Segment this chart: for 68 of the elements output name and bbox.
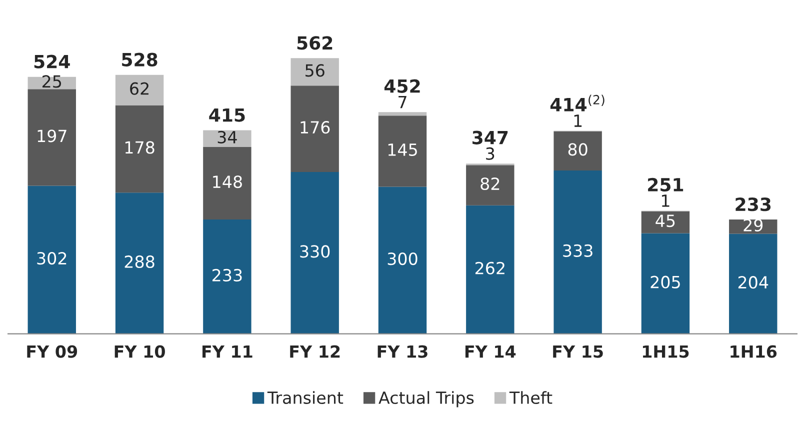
bar bbox=[290, 172, 339, 334]
data-label: 233 bbox=[212, 268, 242, 282]
data-label: 330 bbox=[300, 245, 330, 258]
data-label: 302 bbox=[37, 252, 66, 265]
legend-label: Actual Trips bbox=[378, 391, 474, 408]
data-label: 62 bbox=[130, 82, 148, 95]
bar bbox=[378, 116, 427, 187]
x-tick-label: FY 12 bbox=[290, 345, 340, 358]
bar bbox=[115, 105, 164, 193]
x-tick-label: 1H16 bbox=[730, 345, 777, 358]
x-tick-label: FY 13 bbox=[378, 345, 428, 358]
total-label: 251 bbox=[648, 178, 684, 192]
x-tick-label: FY 15 bbox=[553, 345, 603, 358]
data-label: 1 bbox=[662, 194, 670, 207]
bar bbox=[466, 205, 514, 334]
data-label: 262 bbox=[475, 262, 504, 274]
bar bbox=[115, 74, 164, 106]
data-label: 288 bbox=[124, 255, 154, 268]
x-tick-label: FY 14 bbox=[465, 345, 516, 358]
bar bbox=[203, 130, 252, 147]
data-label: 148 bbox=[213, 175, 242, 188]
total-label: 347 bbox=[472, 130, 508, 144]
data-label: 3 bbox=[486, 147, 494, 160]
x-tick-label: FY 09 bbox=[27, 345, 78, 358]
data-label: 300 bbox=[388, 252, 418, 266]
data-label: 204 bbox=[738, 276, 768, 289]
legend-label: Theft bbox=[509, 391, 552, 404]
total-label: 233 bbox=[736, 197, 771, 212]
data-label: 7 bbox=[398, 96, 406, 108]
x-tick-label: FY 10 bbox=[114, 345, 165, 358]
data-label: 176 bbox=[300, 121, 330, 134]
x-tick-label: FY 11 bbox=[202, 345, 252, 358]
bar bbox=[466, 165, 514, 206]
data-label: 1 bbox=[574, 114, 582, 127]
bar bbox=[290, 86, 339, 172]
total-label: 415 bbox=[209, 108, 245, 122]
total-label: 528 bbox=[122, 52, 158, 66]
total-label: 562 bbox=[297, 36, 332, 50]
data-label: 145 bbox=[388, 144, 417, 156]
bar bbox=[554, 170, 602, 334]
data-label: 56 bbox=[306, 64, 324, 77]
bar bbox=[290, 58, 339, 86]
total-label: 524 bbox=[34, 54, 70, 68]
bar bbox=[378, 112, 427, 116]
bar bbox=[28, 186, 76, 334]
data-label: 34 bbox=[218, 130, 237, 144]
data-label: 29 bbox=[744, 218, 763, 232]
total-label: 452 bbox=[384, 79, 420, 93]
data-label: 205 bbox=[650, 276, 680, 288]
total-label: 414$^{(2)}$ bbox=[550, 94, 604, 112]
data-label: 333 bbox=[563, 244, 592, 258]
bar bbox=[641, 211, 690, 234]
legend-label: Transient bbox=[267, 391, 344, 404]
data-label: 178 bbox=[125, 141, 154, 154]
data-label: 197 bbox=[38, 130, 66, 142]
bar bbox=[554, 131, 602, 171]
bar bbox=[203, 146, 252, 220]
data-label: 45 bbox=[656, 214, 675, 228]
bar bbox=[28, 89, 76, 186]
bar bbox=[729, 234, 778, 334]
data-label: 25 bbox=[42, 75, 62, 88]
bar bbox=[641, 233, 690, 334]
data-label: 82 bbox=[480, 177, 500, 190]
bar bbox=[115, 192, 164, 334]
bar bbox=[378, 186, 427, 334]
bar bbox=[203, 220, 252, 334]
x-tick-label: 1H15 bbox=[642, 345, 689, 358]
data-label: 80 bbox=[568, 143, 588, 156]
